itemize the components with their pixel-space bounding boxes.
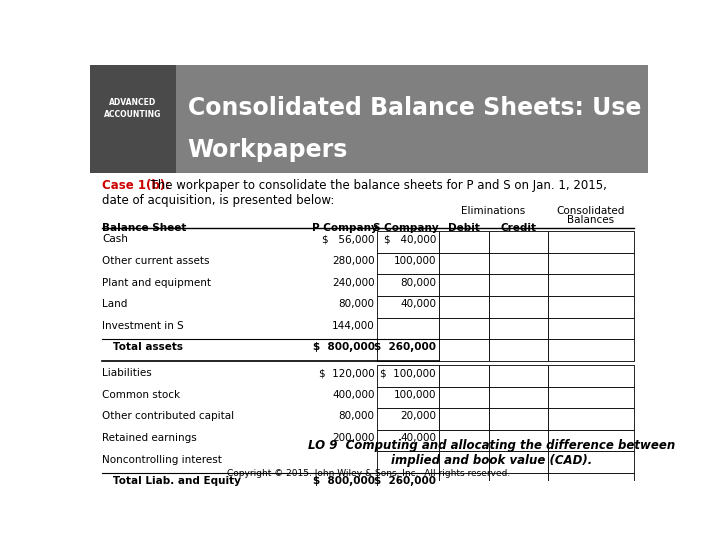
Bar [438,451,489,473]
Bar [547,473,634,495]
Bar [547,451,634,473]
Text: ADVANCED
ACCOUNTING: ADVANCED ACCOUNTING [104,98,162,118]
Text: P Company: P Company [312,223,377,233]
Bar [438,253,489,274]
Text: $  120,000: $ 120,000 [319,368,374,378]
Bar [489,296,547,318]
Bar [438,387,489,408]
Text: $   40,000: $ 40,000 [384,234,436,244]
Text: $  800,000: $ 800,000 [312,476,374,487]
Bar [438,274,489,296]
Text: Common stock: Common stock [102,390,181,400]
Text: The workpaper to consolidate the balance sheets for P and S on Jan. 1, 2015,: The workpaper to consolidate the balance… [143,179,607,192]
Text: Land: Land [102,299,127,309]
Bar [489,231,547,253]
Text: Balance Sheet: Balance Sheet [102,223,186,233]
Text: Other current assets: Other current assets [102,256,210,266]
Bar [438,365,489,387]
Bar [90,65,648,173]
Bar [489,253,547,274]
Text: Eliminations: Eliminations [461,206,526,216]
Bar [438,318,489,339]
Text: Retained earnings: Retained earnings [102,433,197,443]
Bar [377,408,438,430]
Bar [489,387,547,408]
Bar [377,296,438,318]
Bar [377,451,438,473]
Text: Liabilities: Liabilities [102,368,152,378]
Text: 144,000: 144,000 [332,321,374,331]
Bar [377,365,438,387]
Bar [377,339,438,361]
Text: 80,000: 80,000 [338,411,374,421]
Text: Consolidated: Consolidated [557,206,625,216]
Bar [377,274,438,296]
Text: $   56,000: $ 56,000 [322,234,374,244]
Bar [547,318,634,339]
Bar [547,231,634,253]
Bar [547,365,634,387]
Bar [438,430,489,451]
Bar [377,387,438,408]
Text: Credit: Credit [500,223,536,233]
Bar [489,318,547,339]
Text: 200,000: 200,000 [332,433,374,443]
Text: S Company: S Company [373,223,438,233]
Text: Consolidated Balance Sheets: Use of: Consolidated Balance Sheets: Use of [188,97,676,120]
Text: $  800,000: $ 800,000 [312,342,374,353]
Text: 280,000: 280,000 [332,256,374,266]
Bar [547,274,634,296]
Text: 80,000: 80,000 [338,299,374,309]
Bar [547,387,634,408]
Bar [377,253,438,274]
Bar [547,296,634,318]
Text: Debit: Debit [448,223,480,233]
Text: Cash: Cash [102,234,128,244]
Bar [547,408,634,430]
Bar [438,339,489,361]
Bar [438,296,489,318]
Bar [90,65,176,173]
Text: Case 1(b):: Case 1(b): [102,179,170,192]
Text: $  260,000: $ 260,000 [374,476,436,487]
Text: LO 9  Computing and allocating the difference between
implied and book value (CA: LO 9 Computing and allocating the differ… [308,439,675,467]
Text: Other contributed capital: Other contributed capital [102,411,235,421]
Text: 20,000: 20,000 [400,411,436,421]
Text: Balances: Balances [567,215,614,225]
Text: 400,000: 400,000 [332,390,374,400]
Text: 80,000: 80,000 [400,278,436,288]
Text: Workpapers: Workpapers [188,138,348,162]
Bar [547,253,634,274]
Text: Total Liab. and Equity: Total Liab. and Equity [102,476,241,487]
Bar [489,473,547,495]
Text: Total assets: Total assets [102,342,184,353]
Text: $  100,000: $ 100,000 [380,368,436,378]
Bar [438,231,489,253]
Bar [489,430,547,451]
Bar [547,430,634,451]
Bar [489,365,547,387]
Bar [489,339,547,361]
Bar [438,408,489,430]
Text: 40,000: 40,000 [400,299,436,309]
Text: Noncontrolling interest: Noncontrolling interest [102,455,222,465]
Text: $  260,000: $ 260,000 [374,342,436,353]
Text: Copyright © 2015. John Wiley & Sons, Inc.  All rights reserved.: Copyright © 2015. John Wiley & Sons, Inc… [228,469,510,478]
Bar [547,339,634,361]
Bar [489,408,547,430]
Bar [377,430,438,451]
Text: 100,000: 100,000 [393,390,436,400]
Bar [438,473,489,495]
Bar [489,451,547,473]
Bar [489,274,547,296]
Text: Investment in S: Investment in S [102,321,184,331]
Text: date of acquisition, is presented below:: date of acquisition, is presented below: [102,194,335,207]
Bar [377,318,438,339]
Text: 40,000: 40,000 [400,433,436,443]
Text: 240,000: 240,000 [332,278,374,288]
Bar [377,231,438,253]
Text: 100,000: 100,000 [393,256,436,266]
Text: Plant and equipment: Plant and equipment [102,278,211,288]
Bar [377,473,438,495]
